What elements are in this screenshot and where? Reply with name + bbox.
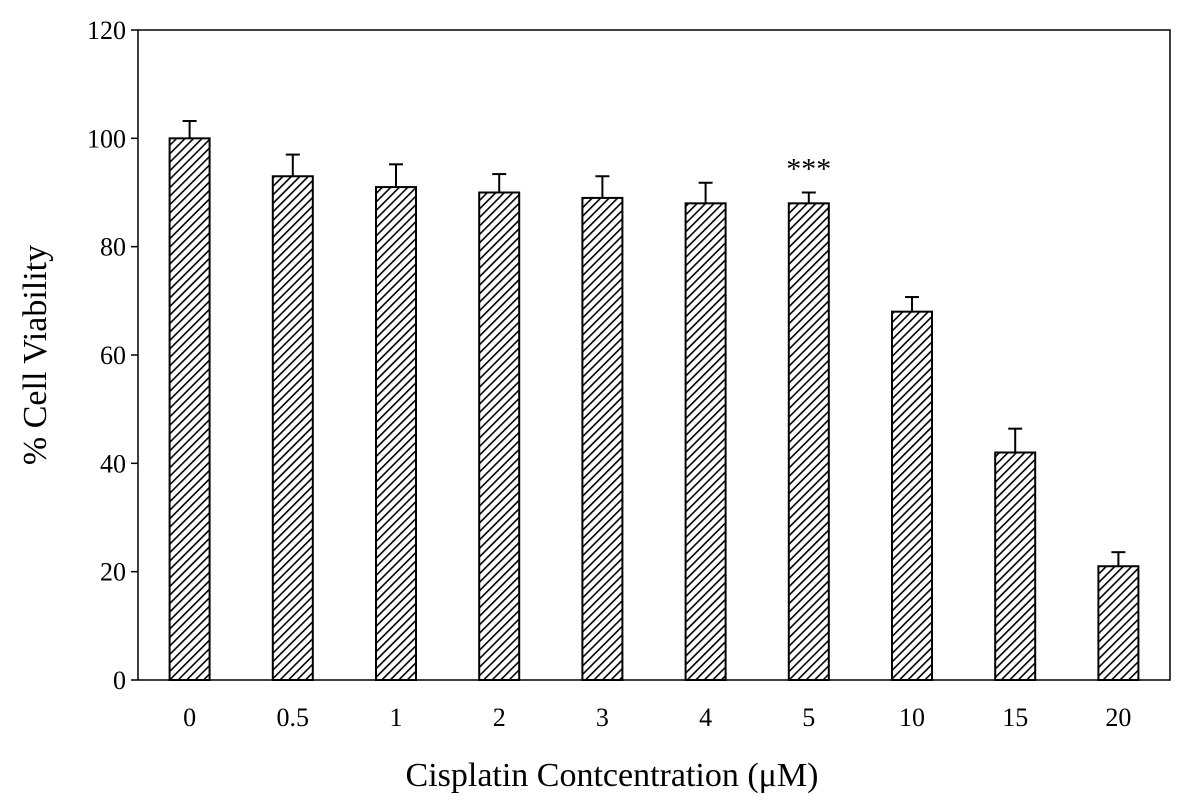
x-tick-label: 2 (493, 703, 506, 732)
x-tick-label: 3 (596, 703, 609, 732)
bar (375, 186, 417, 681)
x-axis-title: Cisplatin Contcentration (μM) (406, 757, 819, 794)
bar (1097, 565, 1140, 681)
y-tick-label: 20 (100, 558, 126, 587)
y-tick-label: 120 (87, 16, 126, 45)
x-tick-label: 1 (390, 703, 403, 732)
bar (478, 191, 521, 681)
x-tick-label: 10 (899, 703, 925, 732)
bar (581, 196, 624, 682)
x-tick-label: 20 (1105, 703, 1131, 732)
x-tick-label: 0 (183, 703, 196, 732)
x-tick-label: 0.5 (277, 703, 310, 732)
bar (684, 202, 727, 681)
y-tick-label: 60 (100, 341, 126, 370)
y-tick-label: 80 (100, 233, 126, 262)
bar (891, 310, 933, 681)
x-tick-label: 4 (699, 703, 712, 732)
bar (271, 175, 314, 681)
y-tick-label: 100 (87, 124, 126, 153)
bar (994, 451, 1037, 681)
y-tick-label: 0 (113, 666, 126, 695)
x-tick-label: 15 (1002, 703, 1028, 732)
bar (168, 137, 211, 682)
y-tick-label: 40 (100, 449, 126, 478)
significance-annotation: *** (786, 153, 831, 186)
bar (787, 202, 830, 681)
y-axis-title: % Cell Viability (17, 245, 54, 465)
x-tick-label: 5 (802, 703, 815, 732)
